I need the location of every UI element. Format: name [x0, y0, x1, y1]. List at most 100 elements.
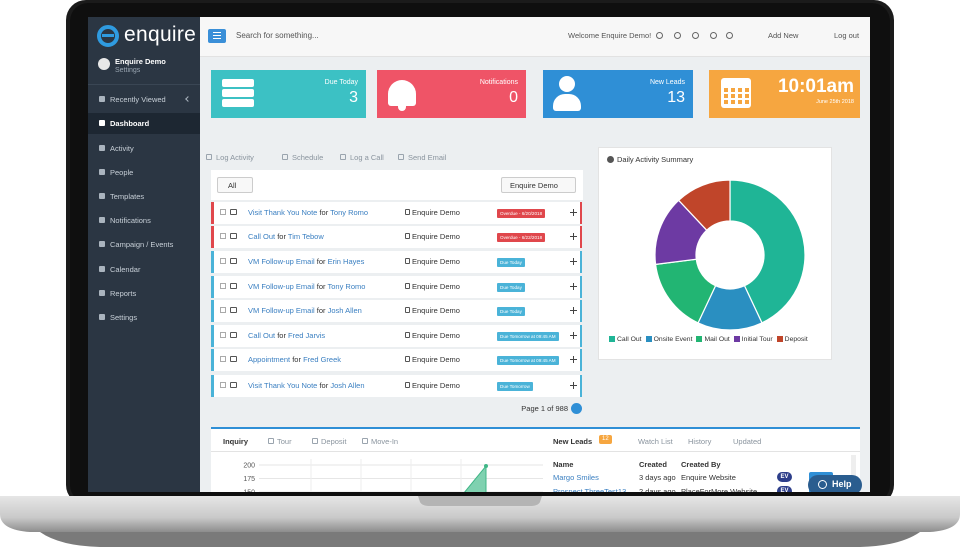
menu-bar — [213, 38, 221, 40]
nav-item[interactable]: Recently Viewed — [88, 89, 200, 110]
task-connector: for — [292, 355, 301, 364]
row-owner: Enquire Demo — [412, 257, 460, 266]
activity-action[interactable]: Log a Call — [350, 153, 384, 162]
activity-row[interactable]: VM Follow-up Email for Erin Hayes Enquire… — [211, 251, 582, 273]
task-person[interactable]: Josh Allen — [327, 306, 362, 315]
task-name[interactable]: VM Follow-up Email — [248, 257, 315, 266]
leads-tab[interactable]: History — [688, 437, 712, 446]
nav-item[interactable]: Templates — [88, 186, 200, 207]
row-add[interactable] — [573, 332, 575, 339]
activity-row[interactable]: Visit Thank You Note for Tony Romo Enquir… — [211, 202, 582, 224]
legend-swatch — [733, 336, 740, 342]
nav-item[interactable]: People — [88, 162, 200, 183]
topbar-icon[interactable] — [692, 32, 699, 39]
task-person[interactable]: Josh Allen — [330, 381, 365, 390]
leads-tab[interactable]: New Leads — [553, 437, 593, 446]
activity-row[interactable]: Call Out for Tim Tebow Enquire Demo Overdu… — [211, 226, 582, 248]
row-checkbox[interactable] — [220, 258, 226, 264]
lead-name[interactable]: Margo Smiles — [553, 473, 599, 482]
topbar-icon[interactable] — [710, 32, 717, 39]
lead-name[interactable]: Prospect ThreeTest13 — [553, 487, 627, 492]
activity-row[interactable]: Appointment for Fred Greek Enquire Demo Du… — [211, 349, 582, 371]
stat-card[interactable]: New Leads 13 — [543, 70, 693, 118]
activity-row[interactable]: VM Follow-up Email for Josh Allen Enquire… — [211, 300, 582, 322]
task-person[interactable]: Tony Romo — [327, 282, 366, 291]
row-checkbox[interactable] — [220, 307, 226, 313]
row-add[interactable] — [573, 209, 575, 216]
activity-row[interactable]: Visit Thank You Note for Josh Allen Enqui… — [211, 375, 582, 397]
row-checkbox[interactable] — [220, 209, 226, 215]
icon — [230, 382, 237, 388]
row-add[interactable] — [573, 382, 575, 389]
row-add[interactable] — [573, 233, 575, 240]
add-new[interactable]: Add New — [768, 31, 799, 40]
nav-item[interactable]: Activity — [88, 138, 200, 159]
inquiry-tab[interactable]: Inquiry — [223, 437, 249, 446]
donut-slice — [729, 179, 806, 324]
task-name[interactable]: Visit Thank You Note — [248, 381, 318, 390]
nav-item[interactable]: Notifications — [88, 210, 200, 231]
stat-card[interactable]: 10:01am June 25th 2018 — [709, 70, 860, 118]
chart-panel: Daily Activity Summary Call Out Onsite Eve… — [598, 147, 832, 360]
inquiry-tab[interactable]: Move-In — [371, 437, 399, 446]
stat-card[interactable]: Due Today 3 — [211, 70, 366, 118]
search[interactable]: Search for something... — [236, 31, 319, 40]
next-page[interactable] — [571, 403, 582, 414]
row-task: Call Out for Fred Jarvis — [248, 331, 325, 340]
filter-all[interactable]: All — [217, 177, 253, 193]
nav-item[interactable]: Settings — [88, 307, 200, 328]
task-name[interactable]: VM Follow-up Email — [248, 282, 315, 291]
task-connector: for — [319, 208, 329, 217]
leads-tab[interactable]: Watch List — [638, 437, 673, 446]
nav-item[interactable]: Calendar — [88, 259, 200, 280]
help-button[interactable]: Help — [808, 475, 862, 492]
filter-owner[interactable]: Enquire Demo — [501, 177, 576, 193]
log-out[interactable]: Log out — [834, 31, 860, 40]
row-checkbox[interactable] — [220, 233, 226, 239]
topbar-icon[interactable] — [656, 32, 663, 39]
row-add[interactable] — [573, 356, 575, 363]
activity-action[interactable]: Log Activity — [216, 153, 254, 162]
task-person[interactable]: Fred Greek — [303, 355, 342, 364]
user-settings[interactable]: Settings — [115, 67, 141, 74]
menu-button[interactable] — [208, 29, 226, 43]
icon — [312, 438, 318, 444]
row-checkbox[interactable] — [220, 283, 226, 289]
leads-tab[interactable]: Updated — [733, 437, 762, 446]
inquiry-tab[interactable]: Tour — [277, 437, 292, 446]
task-name[interactable]: Call Out — [248, 331, 276, 340]
legend-label: Mail Out — [704, 336, 730, 343]
nav-item[interactable]: Dashboard — [88, 113, 200, 134]
icon — [206, 154, 212, 160]
filter-owner-label: Enquire Demo — [510, 181, 558, 190]
avatar — [98, 58, 110, 70]
icon-calendar-cell — [731, 94, 735, 98]
row-add[interactable] — [573, 283, 575, 290]
row-status: Due Tomorrow at 09:45 AM — [497, 356, 559, 365]
nav-item[interactable]: Campaign / Events — [88, 234, 200, 255]
activity-action[interactable]: Schedule — [292, 153, 324, 162]
row-checkbox[interactable] — [220, 382, 226, 388]
icon — [340, 154, 346, 160]
task-name[interactable]: Call Out — [248, 232, 276, 241]
icon — [230, 356, 237, 362]
task-name[interactable]: Visit Thank You Note — [248, 208, 318, 217]
row-checkbox[interactable] — [220, 356, 226, 362]
task-name[interactable]: VM Follow-up Email — [248, 306, 315, 315]
topbar-icon[interactable] — [726, 32, 733, 39]
row-add[interactable] — [573, 258, 575, 265]
activity-row[interactable]: VM Follow-up Email for Tony Romo Enquire … — [211, 276, 582, 298]
task-person[interactable]: Fred Jarvis — [288, 331, 326, 340]
task-name[interactable]: Appointment — [248, 355, 291, 364]
task-person[interactable]: Tim Tebow — [287, 232, 324, 241]
task-person[interactable]: Erin Hayes — [327, 257, 365, 266]
activity-row[interactable]: Call Out for Fred Jarvis Enquire Demo Due … — [211, 325, 582, 347]
task-person[interactable]: Tony Romo — [330, 208, 369, 217]
nav-item[interactable]: Reports — [88, 283, 200, 304]
activity-action[interactable]: Send Email — [408, 153, 447, 162]
topbar-icon[interactable] — [674, 32, 681, 39]
inquiry-tab[interactable]: Deposit — [321, 437, 347, 446]
row-checkbox[interactable] — [220, 332, 226, 338]
row-add[interactable] — [573, 307, 575, 314]
stat-card[interactable]: Notifications 0 — [377, 70, 526, 118]
